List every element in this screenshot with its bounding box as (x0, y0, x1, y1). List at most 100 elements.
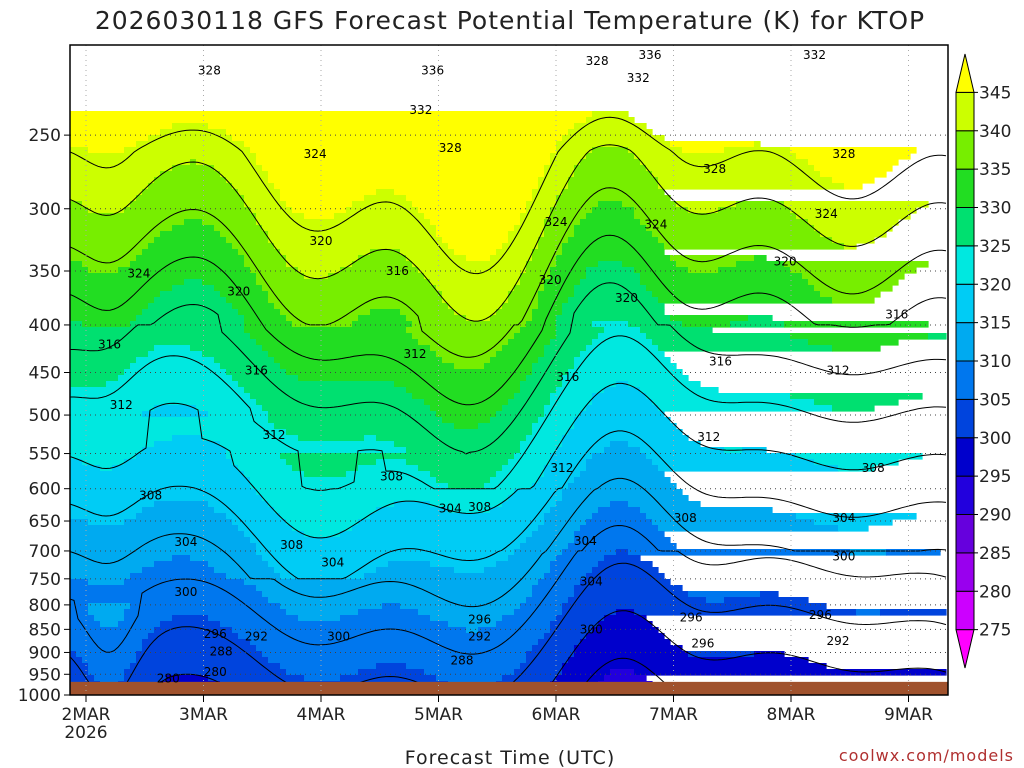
y-tick-label: 450 (29, 364, 61, 384)
contour-label: 288 (210, 645, 233, 659)
plot-frame (69, 44, 949, 696)
contour-label: 328 (586, 54, 609, 68)
contour-label: 332 (409, 103, 432, 117)
contour-label: 300 (327, 629, 350, 643)
contour-label: 336 (639, 48, 662, 62)
contour-label: 320 (774, 255, 797, 269)
contour-label: 324 (127, 266, 150, 280)
chart-title: 2026030118 GFS Forecast Potential Temper… (95, 6, 925, 35)
colorbar-label: 310 (979, 352, 1011, 372)
contour-label: 328 (198, 63, 221, 77)
contour-label: 296 (204, 627, 227, 641)
contour-label: 304 (580, 574, 603, 588)
contour-label: 320 (310, 234, 333, 248)
contour-label: 296 (680, 610, 703, 624)
x-tick-label: 9MAR (884, 705, 933, 725)
contour-label: 320 (227, 284, 250, 298)
contour-line (70, 562, 947, 695)
contour-label: 292 (245, 629, 268, 643)
contour-line (70, 382, 947, 539)
contour-line (70, 282, 947, 455)
colorbar-label: 275 (979, 621, 1011, 641)
x-tick-label: 2MAR (62, 705, 111, 725)
colorbar-swatch (955, 168, 975, 208)
contour-label: 316 (386, 264, 409, 278)
y-tick-label: 800 (29, 596, 61, 616)
colorbar-label: 315 (979, 314, 1011, 334)
contour-label: 296 (691, 636, 714, 650)
y-tick-label: 400 (29, 316, 61, 336)
contour-label: 292 (468, 629, 491, 643)
colorbar-swatch (955, 590, 975, 631)
contour-label: 312 (550, 461, 573, 475)
contour-label: 332 (803, 48, 826, 62)
contour-label: 288 (451, 653, 474, 667)
contour-label: 312 (263, 428, 286, 442)
y-tick-label: 500 (29, 406, 61, 426)
x-tick-label: 3MAR (179, 705, 228, 725)
contour-label: 316 (709, 355, 732, 369)
contour-label: 324 (644, 218, 667, 232)
y-tick-label: 250 (29, 126, 61, 146)
credit-text: coolwx.com/models (839, 746, 1014, 765)
y-tick-label: 950 (29, 665, 61, 685)
colorbar-swatch (955, 91, 975, 132)
contour-label: 304 (174, 535, 197, 549)
colorbar-label: 305 (979, 390, 1011, 410)
contour-label: 328 (832, 147, 855, 161)
contour-label: 280 (157, 672, 180, 686)
x-tick-label: 4MAR (297, 705, 346, 725)
y-tick-label: 550 (29, 445, 61, 465)
colorbar-label: 300 (979, 429, 1011, 449)
contour-label: 300 (580, 622, 603, 636)
colorbar-label: 325 (979, 237, 1011, 257)
contour-label: 304 (574, 534, 597, 548)
colorbar-label: 320 (979, 275, 1011, 295)
contour-label: 312 (697, 430, 720, 444)
contour-label: 328 (439, 141, 462, 155)
colorbar-label: 345 (979, 83, 1011, 103)
colorbar-label: 335 (979, 160, 1011, 180)
contour-label: 308 (862, 461, 885, 475)
colorbar-swatch (955, 398, 975, 439)
y-tick-label: 1000 (18, 686, 61, 706)
colorbar-swatch (955, 322, 975, 362)
colorbar-arrow-top (955, 53, 975, 93)
contour-line (70, 430, 947, 580)
contour-label: 308 (674, 511, 697, 525)
colorbar-label: 330 (979, 199, 1011, 219)
contour-label: 320 (615, 291, 638, 305)
contour-label: 316 (245, 364, 268, 378)
grid-lines (70, 45, 948, 696)
contour-label: 304 (321, 555, 344, 569)
y-tick-label: 900 (29, 643, 61, 663)
colorbar-label: 340 (979, 122, 1011, 142)
contour-label: 332 (627, 71, 650, 85)
contour-label: 296 (468, 613, 491, 627)
x-tick-label: 7MAR (649, 705, 698, 725)
colorbar-swatch (955, 130, 975, 170)
y-tick-label: 850 (29, 620, 61, 640)
contour-label: 300 (174, 585, 197, 599)
y-tick-label: 300 (29, 200, 61, 220)
contour-label: 328 (703, 162, 726, 176)
colorbar-label: 285 (979, 544, 1011, 564)
contour-label: 296 (809, 608, 832, 622)
contour-line (70, 144, 947, 322)
contour-label: 308 (468, 500, 491, 514)
x-tick-label: 6MAR (532, 705, 581, 725)
contour-label: 280 (204, 665, 227, 679)
colorbar-label: 295 (979, 467, 1011, 487)
x-tick-label: 5MAR (414, 705, 463, 725)
y-tick-label: 600 (29, 480, 61, 500)
colorbar-swatch (955, 514, 975, 554)
contour-line (70, 187, 947, 358)
colorbar-swatch (955, 207, 975, 247)
x-tick-sublabel: 2026 (64, 723, 107, 743)
plot-area (70, 111, 948, 695)
contour-line (70, 335, 947, 491)
colorbar-label: 280 (979, 582, 1011, 602)
contour-label: 308 (280, 538, 303, 552)
